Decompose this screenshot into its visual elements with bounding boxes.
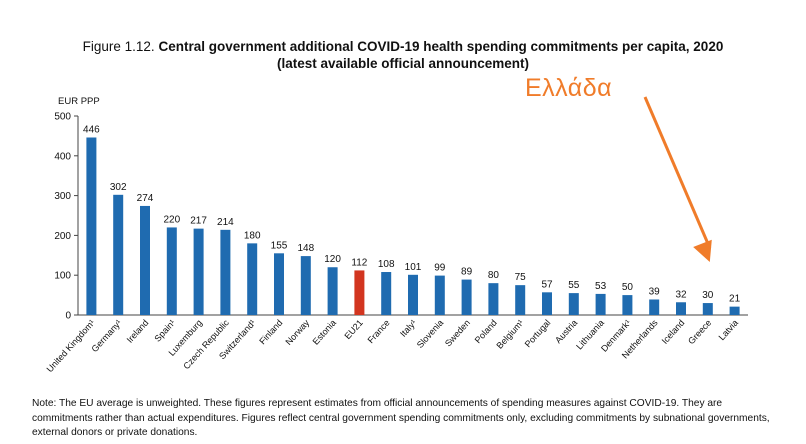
y-tick-label: 500 (54, 112, 71, 123)
category-label: Portugal (523, 318, 553, 350)
greece-annotation: Ελλάδα (525, 74, 613, 102)
y-tick-label: 0 (65, 311, 71, 322)
category-label: United Kingdom¹ (45, 318, 97, 375)
bar (676, 302, 686, 315)
bar (327, 267, 338, 315)
data-label: 180 (244, 230, 261, 241)
data-label: 80 (488, 270, 500, 281)
bar-chart: EUR PPP 0 100 200 300 400 500 446 United Kingdom… (45, 96, 748, 375)
category-label: Sweden (443, 318, 472, 349)
data-label: 217 (190, 216, 207, 227)
bar (488, 283, 499, 315)
data-label: 155 (271, 240, 288, 251)
category-label: France (366, 318, 392, 346)
bar (542, 292, 552, 315)
chart-title: Figure 1.12. Central government addition… (0, 38, 806, 72)
y-tick-label: 300 (54, 191, 71, 202)
category-label: Ireland (125, 318, 151, 345)
data-label: 101 (405, 262, 422, 273)
data-label: 32 (675, 289, 687, 300)
data-label: 89 (461, 267, 473, 278)
data-label: 50 (622, 282, 634, 293)
category-label: Slovenia (415, 318, 446, 350)
annotation-arrow-shaft (643, 96, 712, 249)
title-main: Central government additional COVID-19 h… (158, 39, 724, 54)
data-label: 57 (541, 279, 553, 290)
category-label: Spain¹ (152, 318, 177, 344)
bar (515, 285, 526, 315)
data-label: 302 (110, 182, 127, 193)
data-label: 120 (324, 254, 341, 265)
category-label: Norway (283, 317, 311, 347)
chart-note: Note: The EU average is unweighted. Thes… (32, 398, 770, 438)
bar (140, 205, 150, 315)
data-label: 274 (137, 193, 154, 204)
y-tick-label: 400 (54, 151, 71, 162)
bar (381, 272, 392, 315)
bar (434, 275, 445, 315)
bar (595, 293, 606, 315)
data-label: 21 (729, 294, 741, 305)
data-label: 112 (351, 257, 367, 268)
data-label: 148 (297, 243, 314, 254)
data-label: 55 (568, 280, 580, 291)
bar (220, 229, 231, 315)
bar (649, 299, 660, 315)
data-label: 75 (515, 272, 527, 283)
category-label: Italy¹ (398, 318, 418, 339)
bar (568, 293, 579, 315)
category-label: EU21 (342, 318, 364, 341)
data-label: 39 (649, 286, 661, 297)
bar (274, 253, 284, 315)
bar (86, 137, 97, 315)
data-label: 220 (163, 214, 180, 225)
bar (461, 279, 472, 315)
y-tick-label: 200 (54, 231, 71, 242)
bar (113, 194, 124, 315)
bar (300, 256, 311, 315)
data-label: 214 (217, 217, 234, 228)
figure-number: Figure 1.12. (82, 39, 155, 54)
annotation-arrow-head (693, 239, 712, 262)
bar (729, 306, 740, 315)
category-label: Latvia (717, 318, 741, 343)
y-axis-label: EUR PPP (58, 96, 100, 107)
bar (622, 295, 633, 315)
category-label: Finland (257, 318, 284, 347)
category-label: Iceland (660, 318, 687, 346)
bar (193, 228, 204, 315)
category-label: Greece (686, 318, 713, 347)
data-label: 53 (595, 281, 607, 292)
data-label: 30 (702, 290, 714, 301)
bar (408, 274, 418, 315)
bar (247, 243, 258, 315)
title-sub: (latest available official announcement) (276, 56, 530, 71)
category-label: Belgium¹ (494, 318, 525, 351)
category-label: Austria (553, 318, 579, 346)
data-label: 108 (378, 259, 395, 270)
bar (166, 227, 177, 315)
category-label: Poland (473, 318, 499, 346)
data-label: 99 (434, 263, 446, 274)
data-label: 446 (83, 124, 100, 135)
category-label: Estonia (311, 318, 339, 347)
bar (702, 303, 713, 315)
y-tick-label: 100 (54, 271, 71, 282)
bar (354, 270, 365, 315)
